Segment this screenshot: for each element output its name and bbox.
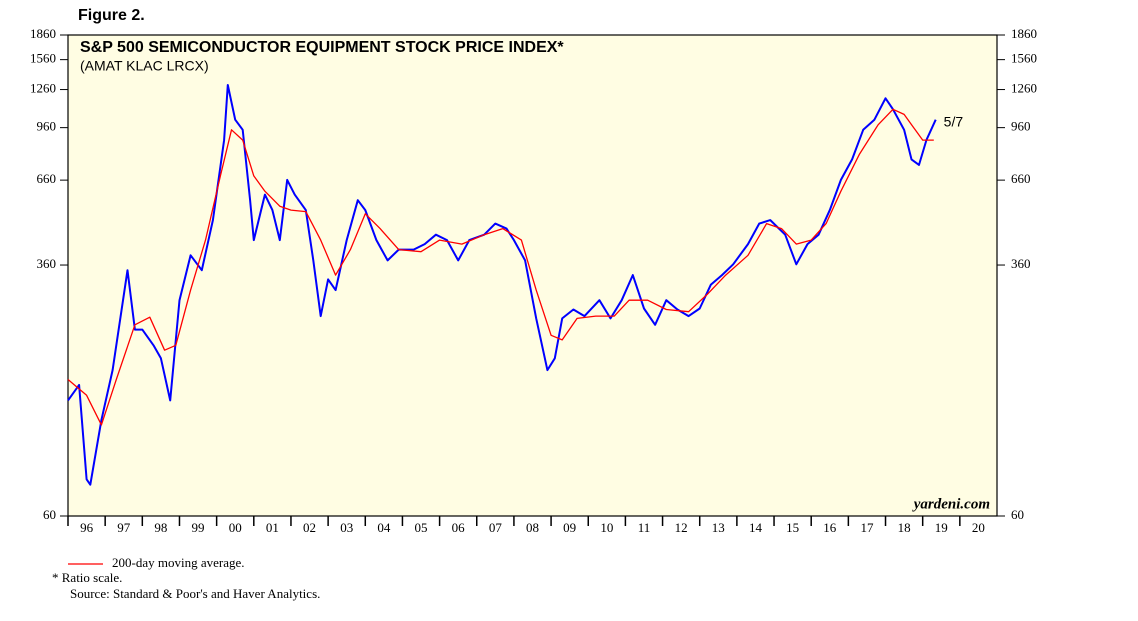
y-tick-label: 960 [37, 119, 57, 134]
legend-label: 200-day moving average. [112, 555, 244, 570]
y-tick-label: 1560 [30, 51, 56, 66]
note: Source: Standard & Poor's and Haver Anal… [70, 586, 320, 601]
x-tick-label: 10 [600, 520, 613, 535]
x-tick-label: 97 [117, 520, 131, 535]
series-line [67, 108, 934, 426]
annotation: 5/7 [944, 113, 964, 129]
x-tick-label: 15 [786, 520, 799, 535]
x-tick-label: 12 [675, 520, 688, 535]
x-tick-label: 11 [638, 520, 651, 535]
y-tick-label-right: 1560 [1011, 51, 1037, 66]
x-tick-label: 18 [898, 520, 911, 535]
x-tick-label: 02 [303, 520, 316, 535]
x-tick-label: 06 [452, 520, 466, 535]
y-tick-label-right: 960 [1011, 119, 1031, 134]
x-tick-label: 17 [860, 520, 874, 535]
y-tick-label-right: 60 [1011, 507, 1024, 522]
y-tick-label: 660 [37, 171, 57, 186]
note: * Ratio scale. [52, 570, 122, 585]
y-tick-label-right: 1260 [1011, 81, 1037, 96]
x-tick-label: 09 [563, 520, 576, 535]
series-line [67, 84, 937, 486]
x-tick-label: 13 [712, 520, 725, 535]
x-tick-label: 96 [80, 520, 94, 535]
figure-label: Figure 2. [78, 7, 145, 24]
x-tick-label: 19 [935, 520, 948, 535]
y-tick-label: 1260 [30, 81, 56, 96]
y-tick-label: 60 [43, 507, 56, 522]
x-tick-label: 07 [489, 520, 503, 535]
x-tick-label: 98 [154, 520, 167, 535]
watermark: yardeni.com [912, 496, 990, 512]
y-tick-label-right: 660 [1011, 171, 1031, 186]
x-tick-label: 04 [377, 520, 391, 535]
x-tick-label: 14 [749, 520, 763, 535]
y-tick-label: 1860 [30, 26, 56, 41]
x-tick-label: 05 [415, 520, 428, 535]
y-tick-label-right: 360 [1011, 256, 1031, 271]
x-tick-label: 99 [192, 520, 205, 535]
y-tick-label: 360 [37, 256, 57, 271]
x-tick-label: 08 [526, 520, 539, 535]
chart-title: S&P 500 SEMICONDUCTOR EQUIPMENT STOCK PR… [80, 39, 564, 56]
x-tick-label: 00 [229, 520, 242, 535]
chart-subtitle: (AMAT KLAC LRCX) [80, 58, 209, 74]
y-tick-label-right: 1860 [1011, 26, 1037, 41]
x-tick-label: 16 [823, 520, 837, 535]
x-tick-label: 03 [340, 520, 353, 535]
x-tick-label: 20 [972, 520, 985, 535]
x-tick-label: 01 [266, 520, 279, 535]
